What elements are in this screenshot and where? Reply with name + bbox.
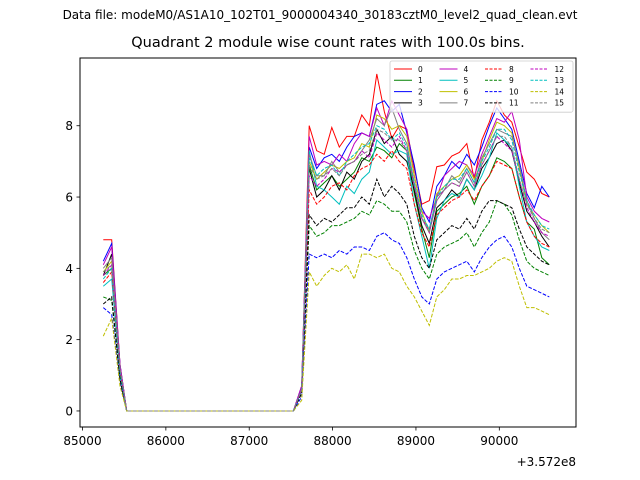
y-tick-label: 8 (65, 119, 73, 133)
x-tick-label: 85000 (63, 434, 101, 448)
x-axis-ticks: 85000 86000 87000 88000 89000 90000 (63, 427, 518, 448)
series-line-15 (102, 128, 550, 412)
x-tick-label: 88000 (313, 434, 351, 448)
legend-label-14: 14 (555, 87, 565, 96)
legend-label-4: 4 (464, 65, 469, 74)
series-line-0 (103, 73, 550, 412)
legend-label-11: 11 (509, 99, 519, 108)
legend-label-8: 8 (509, 65, 514, 74)
x-tick-label: 89000 (397, 434, 435, 448)
figure-suptitle: Data file: modeM0/AS1A10_102T01_90000043… (62, 8, 578, 22)
chart-title: Quadrant 2 module wise count rates with … (131, 35, 525, 51)
series-line-9 (103, 199, 550, 412)
legend-label-15: 15 (555, 99, 565, 108)
x-tick-label: 90000 (480, 434, 518, 448)
series-line-14 (102, 253, 550, 412)
series-line-11 (102, 177, 550, 412)
legend-label-0: 0 (418, 65, 423, 74)
y-axis-ticks: 0 2 4 6 8 (65, 119, 80, 418)
legend-label-10: 10 (509, 87, 519, 96)
x-tick-label: 86000 (147, 434, 185, 448)
legend-label-9: 9 (509, 76, 514, 85)
x-tick-label: 87000 (230, 434, 268, 448)
y-tick-label: 6 (65, 191, 73, 205)
y-tick-label: 2 (65, 333, 73, 347)
series-line-10 (102, 232, 550, 412)
x-axis-offset-label: +3.572e8 (517, 455, 576, 469)
series-line-1 (102, 142, 550, 412)
series-line-8 (102, 149, 550, 412)
series-layer (102, 73, 550, 412)
legend-label-13: 13 (555, 76, 565, 85)
legend-box (389, 60, 574, 113)
plot-frame (79, 57, 577, 428)
series-line-13 (102, 125, 550, 412)
legend-label-12: 12 (555, 65, 565, 74)
legend-label-3: 3 (418, 99, 423, 108)
y-tick-label: 0 (65, 404, 73, 418)
y-tick-label: 4 (65, 262, 73, 276)
legend-label-2: 2 (418, 87, 423, 96)
legend-label-5: 5 (464, 76, 469, 85)
legend-label-6: 6 (464, 87, 469, 96)
legend-label-7: 7 (464, 99, 469, 108)
legend-label-1: 1 (418, 76, 423, 85)
